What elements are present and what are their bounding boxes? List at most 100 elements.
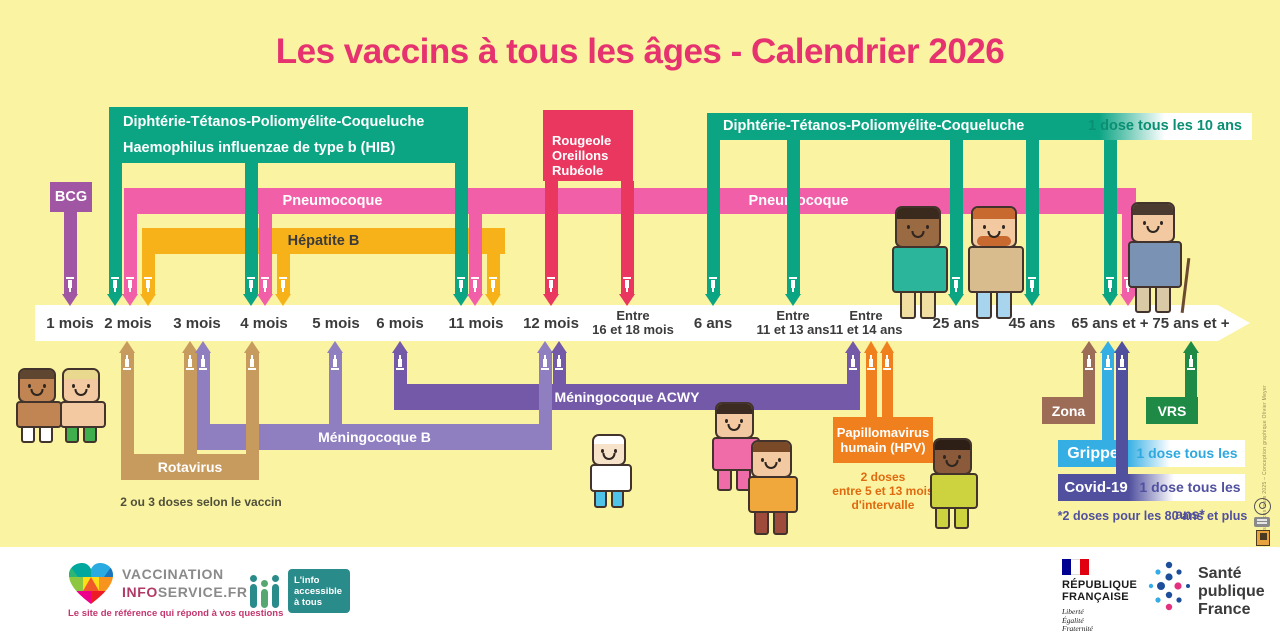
timeline-arrow-tip	[1218, 305, 1250, 341]
hepatite-b-bar: Hépatite B	[142, 228, 505, 254]
age-label-9: Entre 16 et 18 mois	[592, 308, 674, 337]
dose-arrow-green	[948, 140, 964, 306]
pneumocoque-label-1: Pneumocoque	[282, 193, 383, 209]
covid-footnote: *2 doses pour les 80 ans et plus	[1057, 509, 1248, 523]
age-label-3: 3 mois	[173, 314, 221, 332]
age-label-6: 6 mois	[376, 314, 424, 332]
age-label-11: Entre 11 et 13 ans	[756, 308, 830, 337]
syringe-icon	[883, 355, 891, 370]
syringe-icon	[623, 277, 631, 292]
dose-arrow-yellow	[485, 254, 501, 306]
person-man-beard	[968, 206, 1024, 319]
age-label-7: 11 mois	[448, 314, 504, 332]
syringe-icon	[709, 277, 717, 292]
syringe-icon	[867, 355, 875, 370]
vrs-label: VRS	[1157, 402, 1187, 419]
footer: VACCINATION INFOSERVICE.FR Le site de ré…	[0, 547, 1280, 639]
age-label-1: 1 mois	[46, 314, 94, 332]
page-title: Les vaccins à tous les âges - Calendrier…	[275, 32, 1005, 71]
age-label-10: 6 ans	[693, 314, 733, 332]
dose-arrow-yellow	[275, 254, 291, 306]
person-toddler	[590, 434, 632, 508]
syringe-icon	[952, 277, 960, 292]
sante-publique-france-logo: Santé publique France	[1148, 559, 1265, 621]
person-baby-dark	[16, 368, 62, 443]
syringe-icon	[1028, 277, 1036, 292]
dtp-adult-note: 1 dose tous les 10 ans	[1088, 118, 1242, 134]
person-elder-man	[1128, 202, 1191, 313]
person-man-teal	[892, 206, 948, 319]
dose-arrow-men_b	[195, 341, 211, 424]
dose-arrow-orange	[880, 341, 894, 417]
syringe-icon	[66, 277, 74, 292]
syringe-icon	[1187, 355, 1195, 370]
grippe-bar: Grippe 1 dose tous les ans	[1058, 440, 1245, 488]
dose-arrow-green	[785, 140, 801, 306]
devise-text: Liberté Égalité Fraternité	[1062, 607, 1093, 633]
syringe-icon	[247, 277, 255, 292]
syringe-icon	[1118, 355, 1126, 370]
info-card-icon	[1254, 517, 1270, 527]
syringe-icon	[489, 277, 497, 292]
bcg-block: BCG	[50, 182, 92, 212]
dose-arrow-vrs	[1183, 341, 1199, 397]
syringe-icon	[331, 355, 339, 370]
syringe-icon	[789, 277, 797, 292]
dose-arrow-men_acwy	[845, 341, 861, 384]
heart-icon	[69, 563, 113, 604]
hpv-label: Papillomavirus humain (HPV)	[836, 425, 930, 455]
syringe-icon	[126, 277, 134, 292]
person-baby-light	[60, 368, 106, 443]
meningocoque-acwy-label: Méningocoque ACWY	[554, 389, 700, 405]
vis-info: INFO	[122, 584, 158, 600]
syringe-icon	[849, 355, 857, 370]
republique-francaise-logo: RÉPUBLIQUE FRANÇAISE Liberté Égalité Fra…	[1062, 559, 1137, 634]
rotavirus-label: Rotavirus	[157, 459, 223, 475]
french-flag-icon	[1062, 559, 1089, 575]
syringe-icon	[457, 277, 465, 292]
dose-arrow-men_b	[537, 341, 553, 424]
vis-tagline: Le site de référence qui répond à vos qu…	[68, 608, 284, 619]
hepatite-b-label: Hépatite B	[287, 233, 360, 249]
age-label-8: 12 mois	[523, 314, 579, 332]
age-label-4: 4 mois	[240, 314, 288, 332]
person-girl-pink	[712, 402, 760, 491]
rotavirus-bar: Rotavirus	[121, 454, 259, 480]
ror-label: Rougeole Oreillons Rubéole	[552, 133, 612, 178]
dose-arrow-grippe	[1100, 341, 1116, 440]
age-label-16: 75 ans et +	[1152, 314, 1230, 332]
dose-arrow-green	[453, 163, 469, 306]
hpv-block: Papillomavirus humain (HPV)	[833, 417, 933, 463]
dose-arrow-pink	[467, 214, 483, 306]
syringe-icon	[261, 277, 269, 292]
vis-service: SERVICE.FR	[157, 584, 248, 600]
syringe-icon	[396, 355, 404, 370]
dose-arrow-orange	[864, 341, 878, 417]
dose-arrow-men_acwy	[551, 341, 567, 384]
dose-arrow-green	[1024, 140, 1040, 306]
dtp-hib-line2: Haemophilus influenzae de type b (HIB)	[123, 140, 396, 156]
triman-recycling-icon	[1254, 498, 1271, 515]
age-label-12: Entre 11 et 14 ans	[829, 308, 903, 337]
covid-bar: Covid-19 1 dose tous les ans*	[1058, 474, 1245, 522]
dose-arrow-red	[543, 181, 559, 306]
age-label-14: 45 ans	[1008, 314, 1056, 332]
age-label-15: 65 ans et +	[1071, 314, 1149, 332]
dose-arrow-pink	[257, 214, 273, 306]
syringe-icon	[547, 277, 555, 292]
dose-arrow-green	[107, 163, 123, 306]
covid-label: Covid-19	[1064, 479, 1128, 496]
spf-dots-icon	[1148, 561, 1190, 611]
grippe-label: Grippe	[1067, 445, 1119, 462]
vis-line1: VACCINATION	[122, 566, 224, 582]
person-girl-green	[930, 438, 978, 529]
dose-arrow-men_b	[327, 341, 343, 424]
dose-arrow-pink	[122, 214, 138, 306]
syringe-icon	[1106, 277, 1114, 292]
zona-label: Zona	[1051, 402, 1086, 419]
zona-box: Zona	[1042, 397, 1095, 424]
dose-arrow-green	[1102, 140, 1118, 306]
bcg-label: BCG	[54, 189, 88, 205]
dtp-hib-block: Diphtérie-Tétanos-Poliomyélite-Coqueluch…	[109, 107, 468, 163]
